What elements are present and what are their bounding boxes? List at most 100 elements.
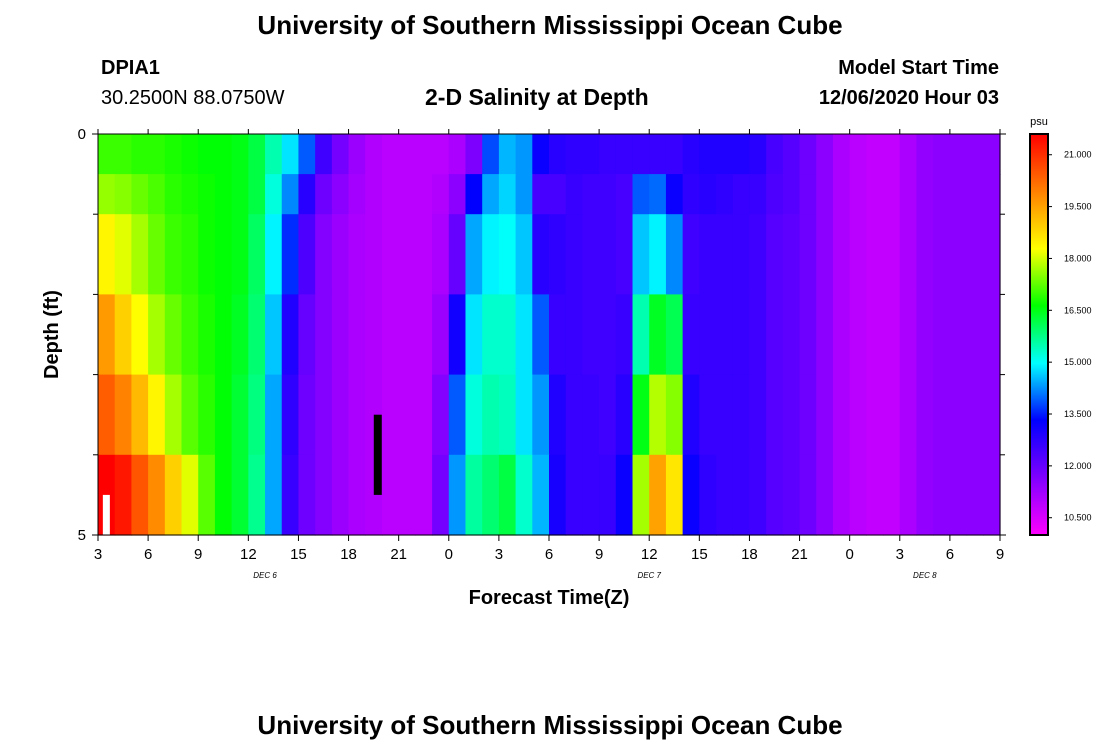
white-bar-marker (102, 494, 110, 535)
heatmap-cell (916, 374, 934, 456)
heatmap-cell (331, 134, 350, 175)
heatmap-cell (131, 454, 149, 536)
heatmap-cell (532, 294, 550, 376)
heatmap-cell (148, 174, 166, 215)
heatmap-cell (348, 134, 366, 175)
heatmap-cell (933, 174, 951, 215)
heatmap-cell (632, 174, 650, 215)
heatmap-cell (632, 294, 650, 376)
heatmap-cell (214, 134, 233, 175)
heatmap-cell (866, 134, 884, 175)
heatmap-cell (198, 454, 216, 536)
heatmap-cell (899, 374, 918, 456)
heatmap-cell (98, 174, 116, 215)
heatmap-cell (799, 214, 817, 295)
heatmap-cell (415, 214, 433, 295)
heatmap-cell (649, 294, 667, 376)
heatmap-cell (732, 454, 751, 536)
heatmap-cell (181, 134, 199, 175)
heatmap-cell (649, 214, 667, 295)
heatmap-cell (381, 214, 400, 295)
heatmap-cell (649, 174, 667, 215)
heatmap-cell (198, 134, 216, 175)
heatmap-cell (448, 214, 467, 295)
heatmap-cell (432, 214, 450, 295)
heatmap-cell (665, 214, 684, 295)
x-tick-label: 9 (194, 546, 202, 563)
colorbar-scale (1029, 133, 1049, 536)
heatmap-cell (265, 374, 283, 456)
heatmap-cell (515, 214, 533, 295)
heatmap-cell (565, 454, 584, 536)
heatmap-cell (866, 174, 884, 215)
heatmap-cell (615, 134, 634, 175)
heatmap-cell (164, 454, 183, 536)
heatmap-cell (465, 214, 483, 295)
colorbar-tick-label: 19.500 (1064, 202, 1092, 212)
heatmap-cell (432, 174, 450, 215)
heatmap-cell (799, 134, 817, 175)
heatmap-cell (599, 454, 617, 536)
colorbar-tick-label: 13.500 (1064, 409, 1092, 419)
heatmap-cell (949, 294, 968, 376)
heatmap-cell (298, 294, 316, 376)
heatmap-cell (682, 374, 700, 456)
x-tick-label: 3 (495, 546, 503, 563)
heatmap-cell (782, 454, 801, 536)
heatmap-cell (732, 134, 751, 175)
colorbar-tick-label: 18.000 (1064, 253, 1092, 263)
x-tick-label: 18 (741, 546, 758, 563)
heatmap-cell (615, 214, 634, 295)
heatmap-cell (899, 174, 918, 215)
heatmap-cell (148, 214, 166, 295)
heatmap-cell (532, 134, 550, 175)
heatmap-cell (632, 134, 650, 175)
heatmap-cell (381, 454, 400, 536)
heatmap-cell (883, 214, 901, 295)
heatmap-cell (933, 454, 951, 536)
heatmap-cell (565, 134, 584, 175)
heatmap-cell (114, 174, 133, 215)
heatmap-cell (766, 374, 784, 456)
x-tick-label: 12 (641, 546, 658, 563)
heatmap-cell (381, 174, 400, 215)
heatmap-cell (265, 294, 283, 376)
heatmap-cell (415, 294, 433, 376)
heatmap-cell (983, 294, 1001, 376)
heatmap-cell (181, 214, 199, 295)
heatmap-cell (849, 214, 867, 295)
heatmap-cell (582, 374, 600, 456)
heatmap-cell (716, 374, 734, 456)
heatmap-cell (231, 134, 249, 175)
heatmap-cell (482, 174, 500, 215)
heatmap-cells (98, 134, 1001, 536)
x-tick-label: 0 (845, 546, 853, 563)
heatmap-cell (214, 374, 233, 456)
heatmap-cell (248, 174, 266, 215)
x-tick-label: 21 (791, 546, 808, 563)
heatmap-cell (615, 174, 634, 215)
heatmap-cell (248, 134, 266, 175)
heatmap-cell (799, 454, 817, 536)
colorbar-tick-label: 21.000 (1064, 150, 1092, 160)
x-axis-label: Forecast Time(Z) (469, 587, 630, 609)
heatmap-cell (883, 454, 901, 536)
heatmap-cell (832, 174, 851, 215)
heatmap-cell (498, 134, 517, 175)
heatmap-cell (348, 294, 366, 376)
heatmap-cell (966, 294, 984, 376)
heatmap-cell (599, 374, 617, 456)
heatmap-cell (949, 134, 968, 175)
heatmap-cell (482, 374, 500, 456)
heatmap-cell (298, 174, 316, 215)
x-tick-label: 9 (595, 546, 603, 563)
x-tick-label: 9 (996, 546, 1004, 563)
heatmap-cell (599, 134, 617, 175)
heatmap-cell (716, 174, 734, 215)
heatmap-cell (348, 454, 366, 536)
heatmap-cell (615, 294, 634, 376)
heatmap-cell (699, 214, 717, 295)
plot-title: 2-D Salinity at Depth (425, 84, 649, 110)
heatmap-cell (231, 294, 249, 376)
heatmap-cell (398, 134, 416, 175)
